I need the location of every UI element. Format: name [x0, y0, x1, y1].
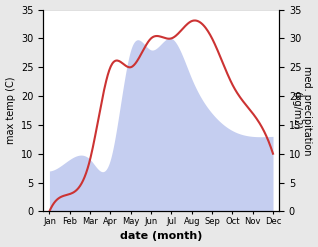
X-axis label: date (month): date (month) [120, 231, 203, 242]
Y-axis label: max temp (C): max temp (C) [5, 77, 16, 144]
Y-axis label: med. precipitation
(kg/m2): med. precipitation (kg/m2) [291, 66, 313, 155]
